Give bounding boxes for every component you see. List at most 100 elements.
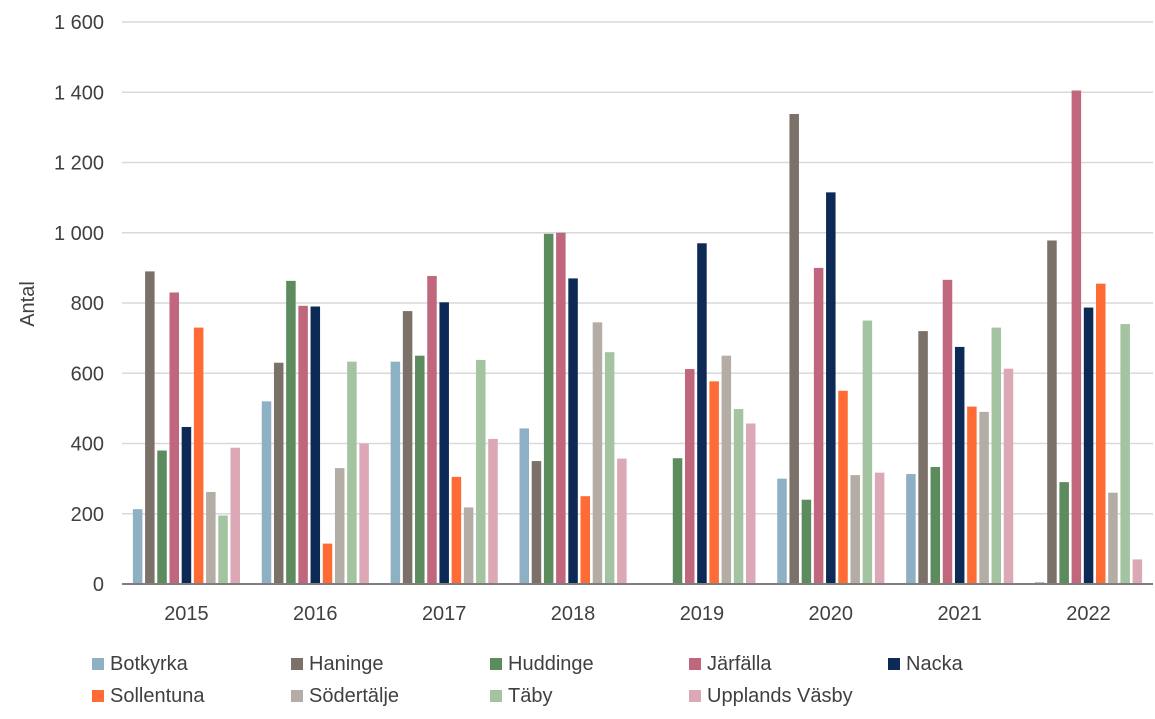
legend-swatch (92, 658, 104, 670)
legend-item: Upplands Väsby (689, 685, 888, 708)
bar (813, 267, 824, 585)
bar (733, 409, 744, 584)
bar (531, 461, 542, 584)
bar (697, 243, 707, 585)
bar (906, 474, 916, 584)
legend-swatch (490, 690, 502, 702)
bar (218, 515, 228, 584)
legend-item: Täby (490, 685, 689, 708)
x-tick-label: 2022 (1066, 603, 1111, 625)
y-tick-label: 1 000 (54, 223, 104, 245)
bar (1096, 283, 1106, 584)
y-tick-label: 800 (71, 293, 104, 315)
bar (488, 438, 498, 584)
legend-item: Järfälla (689, 653, 888, 676)
bar (979, 411, 989, 584)
bar (568, 278, 578, 584)
bar (359, 443, 369, 584)
legend-item: Sollentuna (92, 685, 291, 708)
y-tick-label: 200 (71, 504, 104, 526)
bar (1132, 559, 1143, 584)
bar (1120, 324, 1130, 584)
bar (801, 499, 812, 584)
x-tick-label: 2021 (937, 603, 982, 625)
bar (918, 331, 928, 584)
legend-swatch (92, 690, 104, 702)
bar (862, 320, 873, 584)
legend-label: Nacka (906, 652, 963, 675)
legend-item: Botkyrka (92, 653, 291, 676)
legend-label: Upplands Väsby (707, 684, 853, 707)
bar (230, 447, 240, 584)
bar (1083, 307, 1094, 584)
bar (145, 271, 155, 584)
bar (942, 279, 953, 584)
legend-label: Botkyrka (110, 652, 188, 675)
bar (451, 476, 462, 584)
x-tick-label: 2017 (422, 603, 467, 625)
legend-swatch (888, 658, 900, 670)
bar (476, 359, 486, 584)
legend-label: Haninge (309, 652, 384, 675)
bar (157, 450, 167, 584)
bar (298, 305, 308, 584)
legend-item: Nacka (888, 653, 1087, 676)
bar (954, 346, 965, 584)
x-tick-label: 2015 (164, 603, 209, 625)
legend: Botkyrka Haninge Huddinge Järfälla Nacka Soll… (92, 648, 1132, 712)
y-tick-label: 0 (93, 574, 104, 596)
bar (850, 475, 860, 584)
legend-item: Huddinge (490, 653, 689, 676)
bar (1108, 492, 1118, 584)
bar (721, 355, 732, 584)
bar (709, 381, 719, 584)
bar (206, 491, 216, 584)
bar (874, 472, 885, 584)
bar (427, 275, 437, 584)
y-tick-label: 1 600 (54, 12, 104, 34)
x-tick-label: 2020 (809, 603, 854, 625)
y-axis-label: Antal (17, 281, 39, 327)
bar (169, 292, 179, 584)
legend-label: Täby (508, 684, 553, 707)
bar (1059, 482, 1069, 584)
bar (463, 507, 474, 584)
bar (777, 478, 787, 585)
legend-item: Haninge (291, 653, 490, 676)
bar (273, 362, 284, 584)
y-tick-label: 1 200 (54, 153, 104, 175)
legend-label: Huddinge (508, 652, 594, 675)
legend-row: Botkyrka Haninge Huddinge Järfälla Nacka (92, 648, 1132, 680)
legend-row: Sollentuna Södertälje Täby Upplands Väsby (92, 680, 1132, 712)
bar (181, 426, 192, 584)
legend-swatch (689, 690, 701, 702)
x-tick-label: 2019 (680, 603, 725, 625)
x-tick-label: 2016 (293, 603, 338, 625)
bar (930, 467, 941, 584)
bar (310, 306, 321, 584)
bar (1003, 368, 1014, 584)
y-tick-label: 1 400 (54, 82, 104, 104)
bar (519, 428, 530, 584)
bar (415, 355, 425, 584)
bar (322, 543, 333, 584)
bar (826, 192, 836, 585)
x-tick-label: 2018 (551, 603, 596, 625)
bar (439, 302, 449, 584)
bar (745, 423, 756, 584)
legend-item: Södertälje (291, 685, 490, 708)
legend-swatch (291, 658, 303, 670)
bar (991, 327, 1002, 584)
bar (402, 311, 413, 584)
bar (132, 509, 143, 584)
bar (390, 361, 401, 584)
y-tick-label: 600 (71, 363, 104, 385)
bar (684, 369, 695, 584)
bar (261, 401, 272, 584)
legend-swatch (291, 690, 303, 702)
bar (334, 468, 345, 584)
y-tick-label: 400 (71, 434, 104, 456)
bar (838, 390, 848, 584)
bar-chart-plot: 0 200 400 600 800 1 000 1 200 1 400 1 600 2015 201… (17, 12, 1153, 625)
